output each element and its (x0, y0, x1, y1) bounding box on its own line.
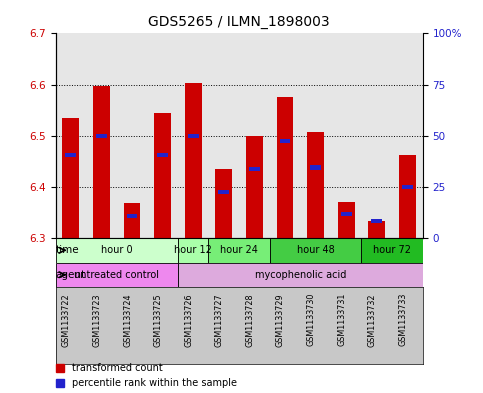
Text: agent: agent (56, 270, 86, 280)
Text: mycophenolic acid: mycophenolic acid (255, 270, 346, 280)
Text: hour 24: hour 24 (220, 245, 258, 255)
Bar (178, 238, 209, 263)
Text: GSM1133724: GSM1133724 (123, 293, 132, 347)
Bar (392, 33, 423, 238)
Text: GSM1133725: GSM1133725 (154, 293, 163, 347)
Text: hour 48: hour 48 (297, 245, 334, 255)
Text: GSM1133726: GSM1133726 (184, 293, 193, 347)
Bar (154, 113, 171, 238)
Text: GSM1133727: GSM1133727 (215, 293, 224, 347)
Bar (246, 136, 263, 238)
Bar (270, 238, 361, 263)
Text: GSM1133731: GSM1133731 (337, 293, 346, 346)
Bar (66, 153, 76, 157)
Text: GSM1133723: GSM1133723 (92, 293, 101, 347)
Text: GSM1133730: GSM1133730 (307, 293, 315, 346)
Bar (178, 263, 423, 287)
Text: GDS5265 / ILMN_1898003: GDS5265 / ILMN_1898003 (148, 15, 330, 29)
Bar (218, 190, 229, 194)
Bar (369, 221, 385, 238)
Text: hour 72: hour 72 (373, 245, 411, 255)
Bar (270, 33, 300, 238)
Text: GSM1133722: GSM1133722 (62, 293, 71, 347)
Bar (280, 139, 290, 143)
Bar (185, 83, 201, 238)
Bar (157, 153, 168, 157)
Text: time: time (56, 245, 80, 255)
Text: hour 0: hour 0 (101, 245, 132, 255)
Bar (338, 202, 355, 238)
Bar (93, 86, 110, 238)
Bar (117, 33, 147, 238)
Text: GSM1133732: GSM1133732 (368, 293, 377, 347)
Bar (331, 33, 361, 238)
Bar (62, 118, 79, 238)
Bar (188, 134, 199, 138)
Text: GSM1133729: GSM1133729 (276, 293, 285, 347)
Bar (341, 211, 352, 216)
Bar (215, 169, 232, 238)
Bar (277, 97, 293, 238)
Bar (127, 214, 137, 218)
Text: hour 12: hour 12 (174, 245, 212, 255)
Bar (361, 33, 392, 238)
Text: GSM1133733: GSM1133733 (398, 293, 407, 346)
Bar (300, 33, 331, 238)
Bar (239, 33, 270, 238)
Bar (402, 185, 412, 189)
Bar (209, 33, 239, 238)
Bar (96, 134, 107, 138)
Bar (209, 238, 270, 263)
Text: untreated control: untreated control (74, 270, 159, 280)
Bar (371, 219, 382, 223)
Bar (178, 33, 209, 238)
Bar (86, 33, 117, 238)
Bar (310, 165, 321, 169)
Bar (307, 132, 324, 238)
Bar (147, 33, 178, 238)
Bar (56, 238, 178, 263)
Bar (399, 155, 416, 238)
Bar (124, 203, 141, 238)
Bar (361, 238, 423, 263)
Bar (249, 167, 260, 171)
Bar (56, 263, 178, 287)
Bar (56, 33, 86, 238)
Legend: transformed count, percentile rank within the sample: transformed count, percentile rank withi… (56, 363, 237, 388)
Text: GSM1133728: GSM1133728 (245, 293, 255, 347)
